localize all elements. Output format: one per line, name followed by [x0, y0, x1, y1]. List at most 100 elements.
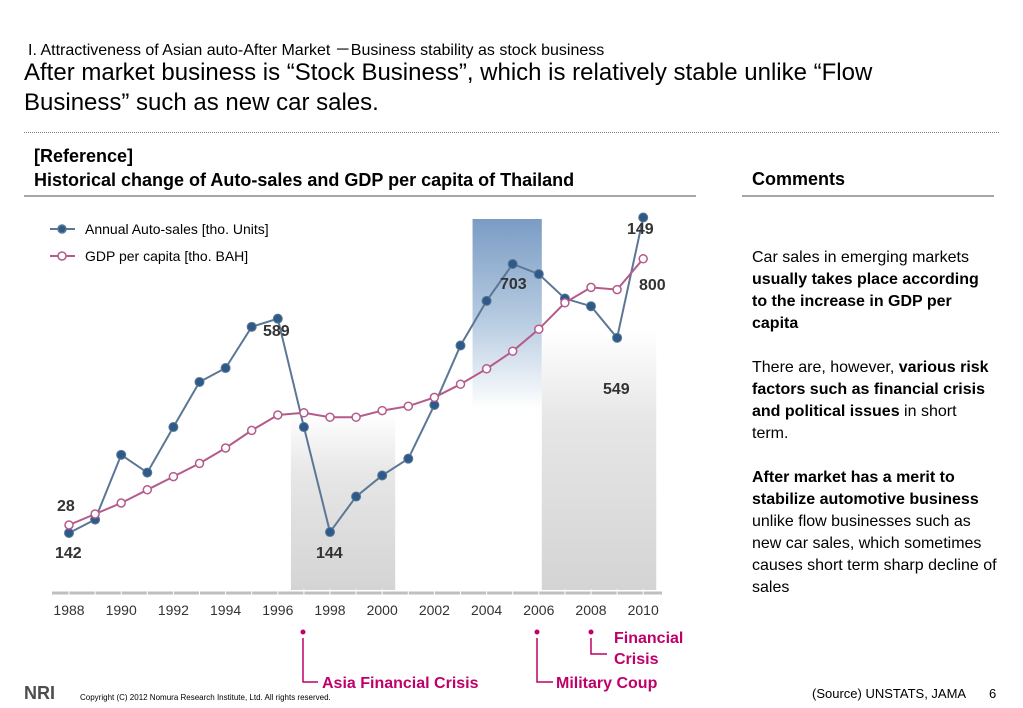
gdp-point-2004: [481, 364, 492, 374]
auto-sales-point-1992: [168, 422, 179, 433]
gdp-point-1989: [90, 509, 100, 519]
section-subtitle: I. Attractiveness of Asian auto-After Ma…: [28, 42, 605, 59]
x-tick-label-2004: 2004: [471, 602, 502, 618]
auto-sales-point-2005: [507, 259, 518, 270]
auto-sales-point-1996: [272, 313, 283, 324]
comment-paragraph-1: Car sales in emerging markets usually ta…: [752, 247, 997, 335]
gdp-point-1993: [194, 458, 205, 469]
legend-marker-1: [57, 224, 67, 234]
auto-sales-point-1995: [246, 321, 257, 332]
gdp-point-2010: [638, 254, 648, 264]
x-tick-label-1988: 1988: [53, 602, 84, 618]
value-label-142: 142: [55, 545, 82, 562]
value-label-28: 28: [57, 498, 75, 515]
auto-sales-point-1988: [64, 528, 74, 538]
asia-crisis-marker-dot: [300, 629, 306, 635]
gdp-point-2005: [507, 346, 518, 356]
gdp-point-2006: [534, 324, 544, 334]
comments-underline: [742, 195, 994, 197]
comments-body: Car sales in emerging markets usually ta…: [752, 247, 997, 621]
auto-sales-point-2001: [403, 453, 414, 464]
comment-1-bold: usually takes place according to the inc…: [752, 271, 979, 332]
highlight-band-3: [541, 330, 657, 590]
highlight-band-2: [472, 219, 542, 409]
x-tick-label-2008: 2008: [575, 602, 606, 618]
x-tick-label-2000: 2000: [367, 602, 398, 618]
gdp-point-2008: [586, 282, 596, 293]
x-tick-label-1994: 1994: [210, 602, 241, 618]
comment-1-text: Car sales in emerging markets: [752, 249, 969, 266]
gdp-point-1998: [325, 412, 335, 422]
military-coup-marker-dot: [534, 629, 540, 635]
source-note: (Source) UNSTATS, JAMA: [812, 686, 967, 701]
reference-underline: [24, 195, 696, 197]
gdp-point-2002: [429, 392, 440, 403]
auto-sales-point-1994: [220, 363, 231, 374]
comment-2-tail: in short term.: [752, 403, 957, 442]
comment-paragraph-2: There are, however, various risk factors…: [752, 357, 997, 445]
value-label-589: 589: [263, 323, 290, 340]
gdp-point-1999: [351, 412, 361, 422]
asia-financial-crisis-label: Asia Financial Crisis: [322, 675, 479, 692]
value-label-800: 800: [639, 277, 666, 294]
auto-sales-point-2000: [377, 470, 388, 481]
gdp-point-1995: [246, 425, 257, 436]
comment-2-text: There are, however,: [752, 359, 899, 376]
auto-sales-point-1998: [325, 527, 335, 538]
auto-sales-point-1993: [194, 376, 205, 387]
x-tick-label-2010: 2010: [628, 602, 659, 618]
gdp-point-2003: [455, 379, 466, 389]
financial-crisis-label: Financial Crisis: [614, 630, 683, 668]
auto-sales-point-1991: [142, 467, 153, 478]
nri-logo: NRI: [24, 684, 55, 702]
financial-crisis-marker-dot: [588, 629, 594, 635]
auto-sales-point-2008: [586, 301, 596, 312]
reference-heading: [Reference] Historical change of Auto-sa…: [34, 144, 574, 192]
reference-tag: [Reference]: [34, 146, 134, 166]
x-tick-label-1992: 1992: [158, 602, 189, 618]
auto-sales-point-1990: [116, 449, 127, 460]
header-divider: [24, 132, 999, 133]
comment-3-text: unlike flow businesses such as new car s…: [752, 513, 997, 596]
gdp-point-2009: [612, 284, 622, 295]
military-coup-label: Military Coup: [556, 675, 658, 692]
comment-3-bold: After market has a merit to stabilize au…: [752, 469, 979, 508]
value-label-549: 549: [603, 381, 630, 398]
logo-text: NRI: [24, 684, 55, 702]
gdp-point-1997: [299, 408, 309, 418]
comment-2-bold: various risk factors such as financial c…: [752, 359, 989, 420]
value-label-703: 703: [500, 276, 527, 293]
military-coup-leader-line: [536, 638, 553, 683]
legend-label-1: Annual Auto-sales [tho. Units]: [85, 221, 269, 237]
auto-sales-point-2010: [638, 212, 649, 223]
value-label-149: 149: [627, 221, 654, 238]
legend-label-2: GDP per capita [tho. BAH]: [85, 248, 248, 264]
financial-crisis-leader-line: [590, 638, 607, 655]
value-label-144: 144: [316, 545, 343, 562]
auto-sales-point-1997: [298, 422, 309, 433]
gdp-point-1988: [64, 520, 74, 530]
gdp-point-1990: [116, 498, 126, 508]
x-tick-label-2006: 2006: [523, 602, 554, 618]
x-tick-label-1990: 1990: [106, 602, 137, 618]
gdp-point-1994: [220, 443, 231, 453]
legend-marker-2: [57, 251, 67, 261]
gdp-point-1992: [168, 471, 179, 482]
auto-sales-point-1999: [351, 491, 362, 502]
gdp-point-2001: [403, 401, 414, 411]
slide-headline: After market business is “Stock Business…: [24, 59, 873, 116]
auto-sales-point-2003: [455, 340, 466, 351]
x-tick-label-1998: 1998: [314, 602, 345, 618]
auto-sales-gdp-chart: 1988 1990 1992 1994 1996 1998 2000 2002 2004 2006…: [50, 212, 683, 692]
gdp-point-1991: [142, 485, 153, 495]
auto-sales-point-2006: [533, 269, 544, 280]
gdp-point-2007: [560, 298, 570, 308]
asia-crisis-leader-line: [302, 638, 318, 683]
gdp-point-2000: [377, 405, 387, 416]
x-tick-label-2002: 2002: [419, 602, 450, 618]
auto-sales-point-2009: [612, 332, 623, 343]
comment-paragraph-3: After market has a merit to stabilize au…: [752, 467, 997, 599]
comments-heading: Comments: [752, 169, 846, 189]
chart-title: Historical change of Auto-sales and GDP …: [34, 170, 575, 190]
page-number: 6: [989, 686, 997, 701]
